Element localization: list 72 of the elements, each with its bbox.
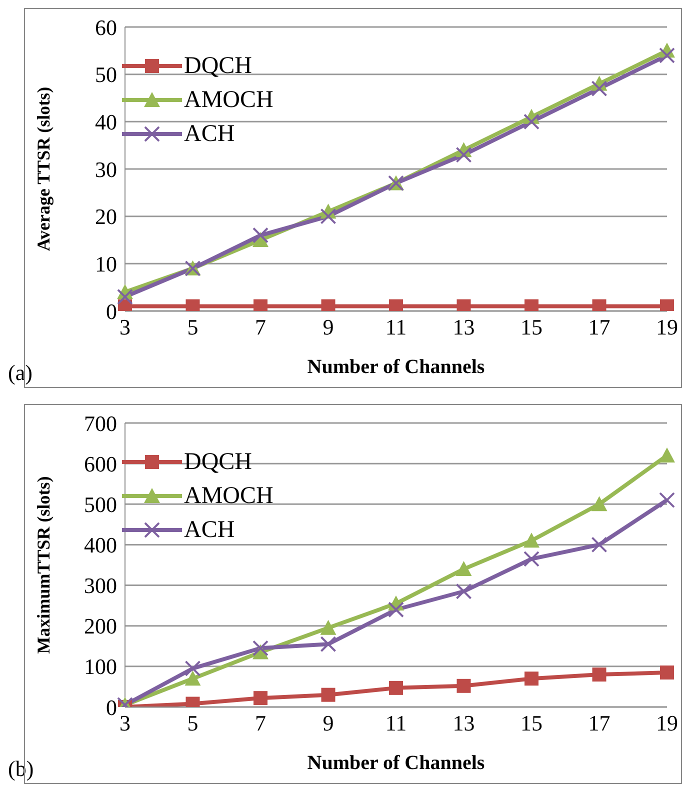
point xyxy=(320,636,336,652)
point xyxy=(591,536,608,553)
point xyxy=(456,146,472,163)
legend-label: DQCH xyxy=(184,448,252,476)
y-tick-label: 0 xyxy=(106,298,117,324)
legend-label: ACH xyxy=(184,120,235,148)
point xyxy=(591,496,608,512)
point xyxy=(320,620,336,635)
point xyxy=(388,602,404,618)
point xyxy=(660,666,674,680)
x-tick-label: 19 xyxy=(656,314,678,340)
y-tick-label: 300 xyxy=(84,573,117,598)
x-tick-label: 7 xyxy=(255,710,266,736)
point xyxy=(591,80,608,97)
point xyxy=(659,447,675,462)
point xyxy=(524,114,540,130)
x-tick-label: 17 xyxy=(588,710,610,736)
y-tick-label: 60 xyxy=(95,14,117,40)
point xyxy=(456,678,471,693)
y-tick-label: 500 xyxy=(84,492,117,517)
x-tick-label: 19 xyxy=(656,710,678,736)
x-tick-label: 13 xyxy=(452,710,475,736)
x-tick-label: 13 xyxy=(452,314,475,340)
y-tick-label: 200 xyxy=(84,614,117,639)
y-axis-title: MaximumTTSR (slots) xyxy=(33,476,54,654)
y-tick-label: 100 xyxy=(84,654,117,680)
x-axis-title: Number of Channels xyxy=(307,356,485,378)
x-tick-label: 3 xyxy=(120,314,130,340)
point xyxy=(389,680,403,695)
point xyxy=(117,288,133,305)
point xyxy=(456,583,472,600)
point xyxy=(252,227,268,244)
x-tick-label: 17 xyxy=(588,314,610,340)
x-tick-label: 11 xyxy=(385,710,407,736)
point xyxy=(524,532,540,548)
y-tick-label: 30 xyxy=(95,156,117,182)
x-tick-label: 5 xyxy=(187,314,198,340)
y-tick-label: 20 xyxy=(95,204,117,230)
point xyxy=(659,47,675,64)
y-axis-title: Average TTSR (slots) xyxy=(33,86,54,252)
point xyxy=(524,672,538,686)
point xyxy=(252,640,268,656)
x-tick-label: 15 xyxy=(520,710,542,736)
y-tick-label: 400 xyxy=(84,532,117,558)
y-tick-label: 700 xyxy=(84,410,117,436)
point xyxy=(320,208,336,224)
legend-label: AMOCH xyxy=(184,482,274,510)
x-tick-label: 9 xyxy=(322,710,334,736)
y-tick-label: 600 xyxy=(84,451,117,476)
x-tick-label: 7 xyxy=(255,314,266,340)
point xyxy=(254,691,268,706)
point xyxy=(659,492,675,508)
x-tick-label: 15 xyxy=(520,314,542,340)
y-tick-label: 40 xyxy=(95,109,117,134)
legend-label: DQCH xyxy=(184,52,252,80)
x-tick-label: 5 xyxy=(187,710,198,736)
point xyxy=(456,561,472,576)
text: (a) xyxy=(8,360,32,385)
point xyxy=(184,660,201,676)
x-tick-label: 11 xyxy=(385,314,407,340)
point xyxy=(524,550,540,567)
point xyxy=(592,668,606,682)
point xyxy=(184,670,201,686)
y-tick-label: 0 xyxy=(106,694,117,720)
x-tick-label: 3 xyxy=(120,710,130,736)
legend-label: ACH xyxy=(184,516,235,544)
x-tick-label: 9 xyxy=(322,314,334,340)
legend-label: AMOCH xyxy=(184,86,274,114)
x-axis-title: Number of Channels xyxy=(307,752,485,774)
point xyxy=(321,688,336,702)
y-tick-label: 50 xyxy=(95,62,117,88)
y-tick-label: 10 xyxy=(95,251,117,276)
